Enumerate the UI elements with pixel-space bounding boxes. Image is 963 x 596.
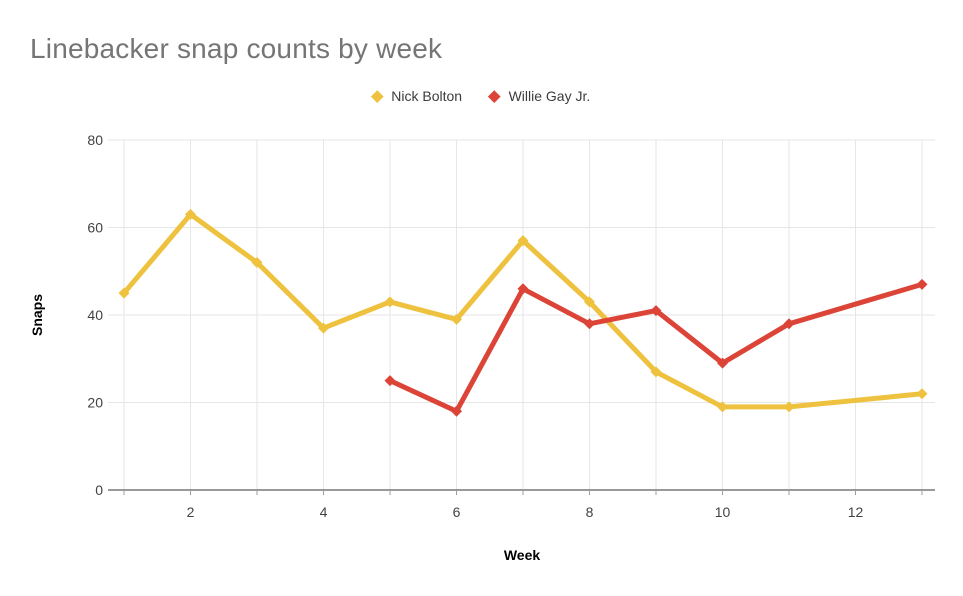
series-line (388, 282, 923, 415)
data-point-marker (783, 318, 795, 330)
legend-label: Willie Gay Jr. (508, 88, 591, 104)
x-axis-title: Week (503, 547, 541, 563)
data-point-marker (916, 278, 928, 290)
data-point-marker (717, 401, 728, 413)
data-point-marker (717, 357, 728, 369)
y-tick-label: 0 (95, 482, 103, 498)
series-line (122, 211, 923, 410)
y-axis-title: Snaps (29, 293, 45, 337)
legend-item-nick-bolton: Nick Bolton (370, 88, 463, 104)
data-point-marker (584, 318, 595, 330)
x-tick-label: 6 (453, 504, 461, 520)
data-point-marker (517, 283, 529, 295)
y-tick-label: 60 (87, 220, 103, 236)
x-tick-label: 12 (848, 504, 864, 520)
y-tick-label: 40 (87, 307, 103, 323)
x-tick-label: 10 (715, 504, 731, 520)
data-point-marker (916, 388, 928, 400)
data-point-marker (650, 305, 662, 317)
data-point-marker (451, 313, 462, 325)
data-point-marker (517, 235, 529, 247)
data-point-marker (185, 208, 196, 220)
legend: Nick Bolton Willie Gay Jr. (0, 88, 963, 104)
data-point-marker (584, 296, 595, 308)
data-point-marker (451, 405, 462, 417)
y-tick-label: 20 (87, 395, 103, 411)
data-point-marker (650, 366, 662, 378)
legend-label: Nick Bolton (391, 88, 463, 104)
data-point-marker (318, 322, 329, 334)
data-point-marker (251, 257, 263, 268)
x-tick-label: 4 (320, 504, 328, 520)
y-tick-label: 80 (87, 132, 103, 148)
data-point-marker (384, 375, 396, 387)
legend-item-willie-gay-jr: Willie Gay Jr. (488, 88, 591, 104)
data-point-marker (118, 287, 130, 299)
data-point-marker (783, 401, 795, 413)
x-tick-label: 2 (187, 504, 195, 520)
chart-title: Linebacker snap counts by week (30, 33, 443, 64)
x-tick-label: 8 (586, 504, 594, 520)
data-point-marker (384, 296, 396, 308)
